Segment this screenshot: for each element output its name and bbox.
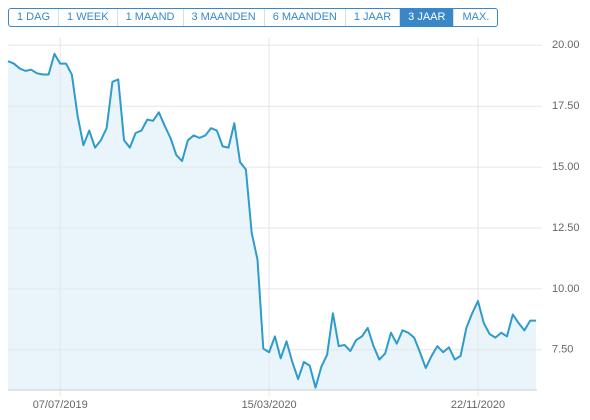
y-tick-label: 17.50: [552, 100, 580, 112]
x-tick-label: 22/11/2020: [451, 399, 505, 411]
period-button[interactable]: 1 MAAND: [118, 9, 184, 26]
period-button[interactable]: 1 WEEK: [59, 9, 118, 26]
period-button[interactable]: 3 JAAR: [400, 9, 455, 26]
y-tick-label: 15.00: [552, 161, 580, 173]
area-fill: [8, 53, 536, 390]
y-tick-label: 7.50: [552, 344, 573, 356]
period-button[interactable]: 6 MAANDEN: [265, 9, 346, 26]
y-tick-label: 20.00: [552, 39, 580, 51]
price-line: [7, 52, 536, 389]
y-tick-label: 12.50: [552, 222, 580, 234]
period-button[interactable]: 3 MAANDEN: [184, 9, 265, 26]
period-selector: 1 DAG 1 WEEK 1 MAAND 3 MAANDEN 6 MAANDEN 1 JA…: [8, 8, 499, 27]
x-tick-label: 15/03/2020: [242, 399, 297, 411]
period-button[interactable]: 1 JAAR: [346, 9, 401, 26]
period-button[interactable]: MAX.: [462, 11, 490, 23]
y-tick-label: 10.00: [552, 283, 580, 295]
period-button[interactable]: 1 DAG: [9, 9, 60, 26]
x-tick-label: 07/07/2019: [33, 399, 88, 411]
